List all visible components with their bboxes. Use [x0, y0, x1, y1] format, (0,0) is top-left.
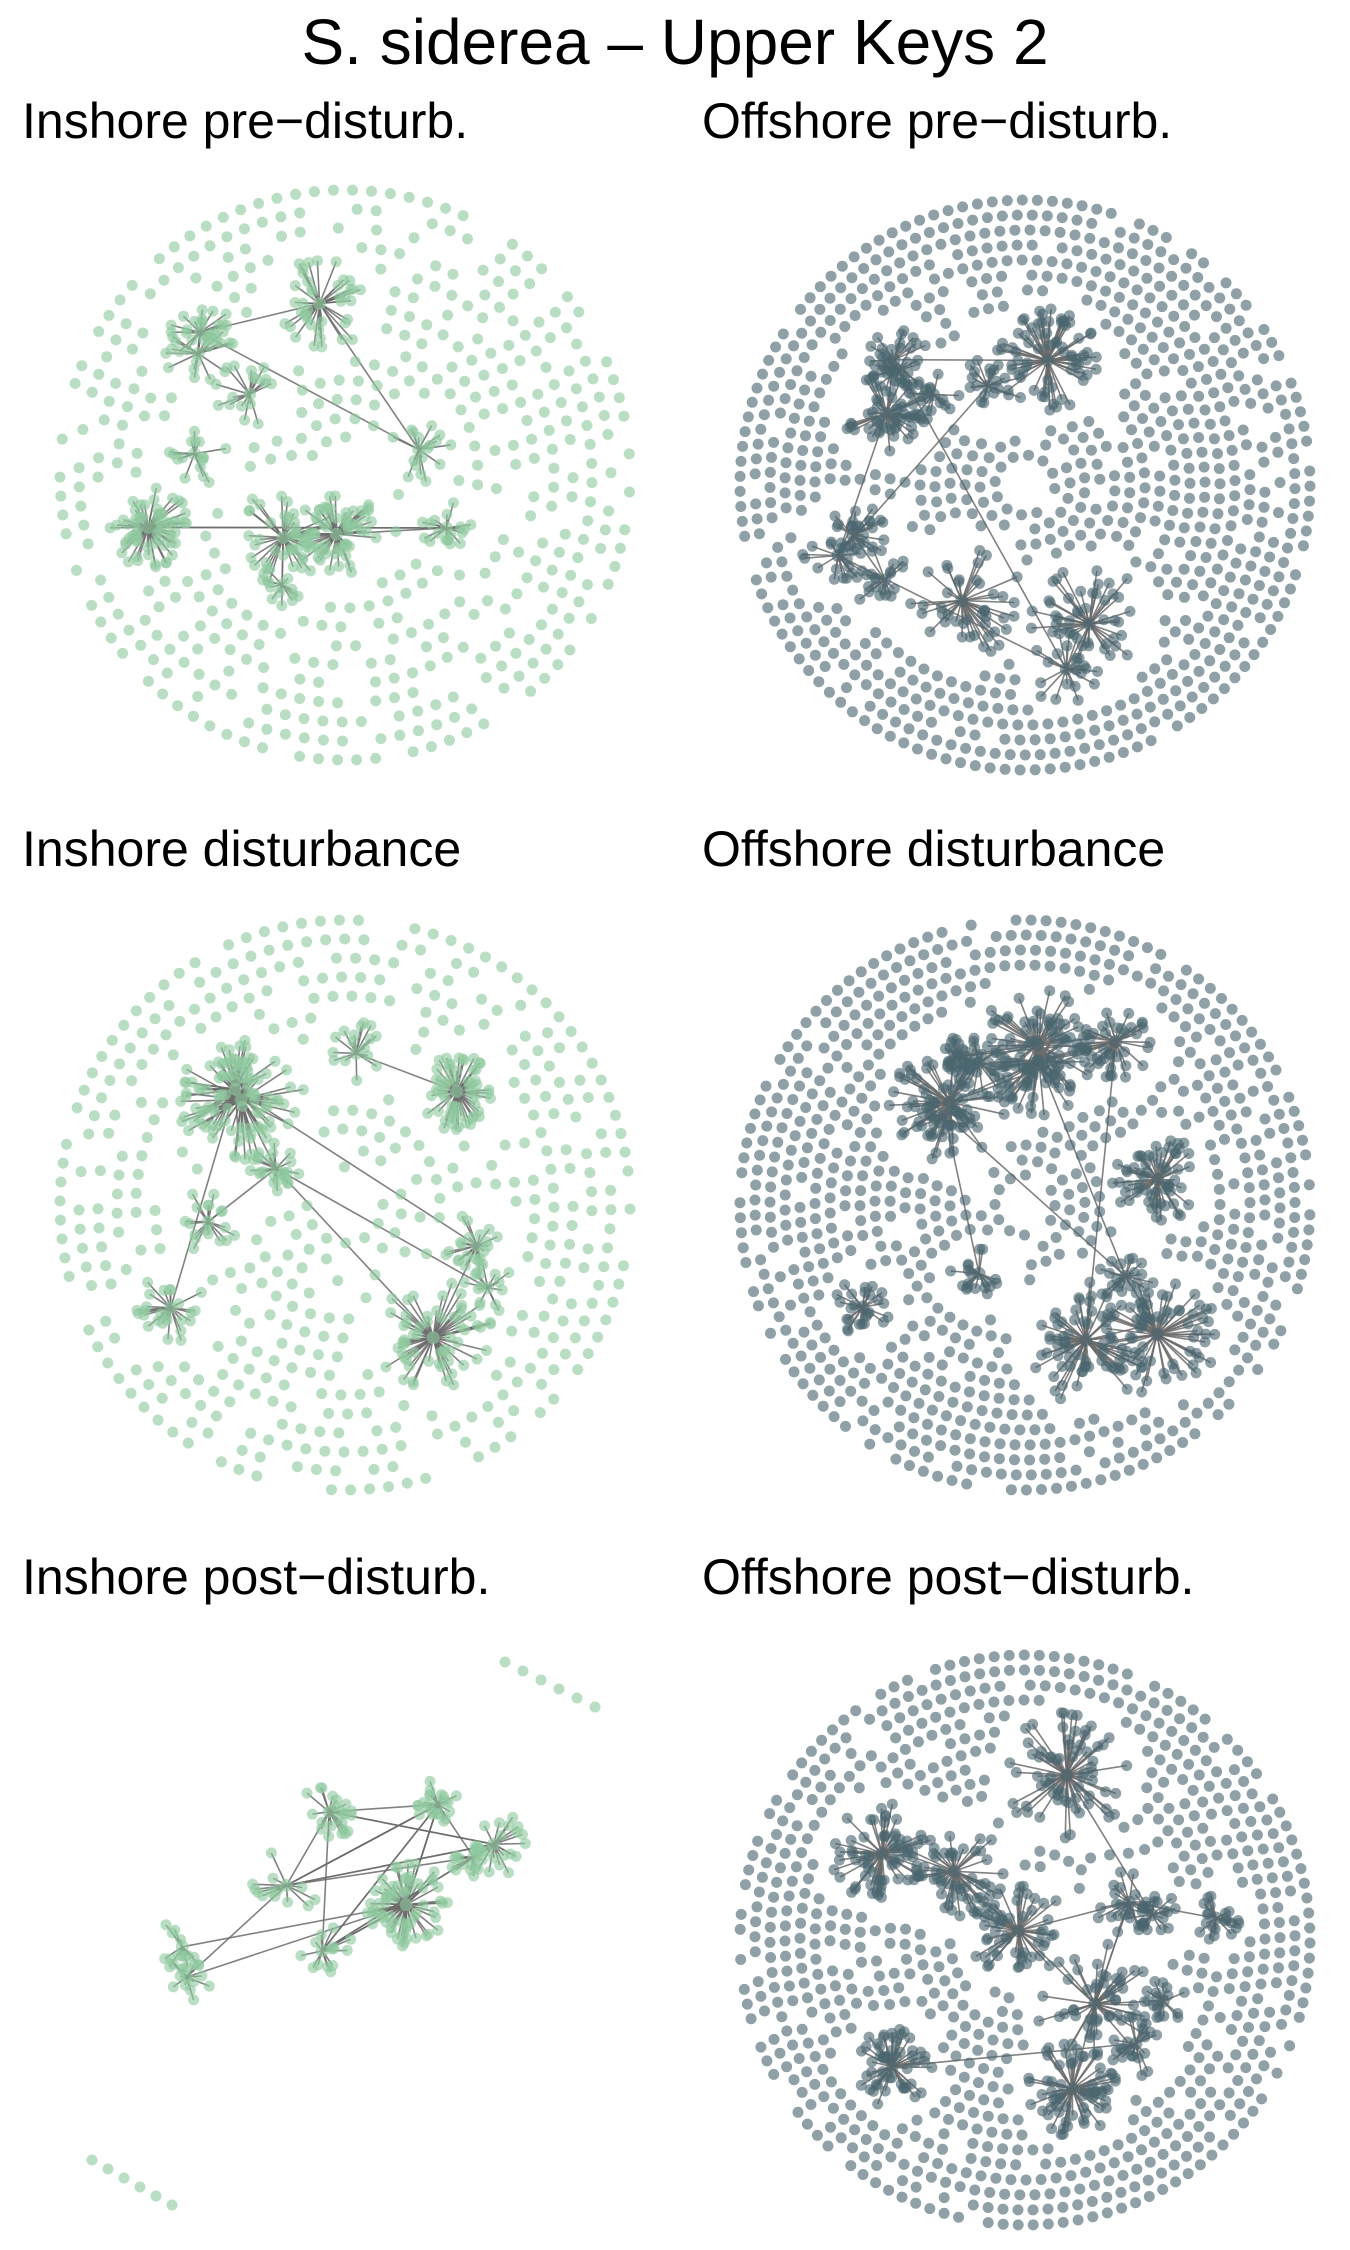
network-offshore-pre [734, 194, 1316, 776]
nodes-offshore-dist [734, 914, 1316, 1496]
network-offshore-dist [734, 914, 1316, 1496]
figure-title: S. siderea – Upper Keys 2 [301, 6, 1049, 78]
network-offshore-post [734, 1649, 1316, 2231]
panel-title-offshore-post: Offshore post−disturb. [702, 1549, 1195, 1605]
nodes-inshore-dist [54, 914, 636, 1496]
nodes-inshore-post [86, 1656, 601, 2211]
network-inshore-dist [54, 914, 636, 1496]
network-inshore-post [86, 1656, 601, 2211]
panel-title-inshore-post: Inshore post−disturb. [22, 1549, 491, 1605]
panel-title-offshore-dist: Offshore disturbance [702, 821, 1166, 877]
nodes-offshore-post [734, 1649, 1316, 2231]
nodes-inshore-pre [54, 184, 635, 766]
panel-title-inshore-pre: Inshore pre−disturb. [22, 93, 469, 149]
panel-title-offshore-pre: Offshore pre−disturb. [702, 93, 1173, 149]
nodes-offshore-pre [734, 194, 1316, 776]
panel-title-inshore-dist: Inshore disturbance [22, 821, 462, 877]
network-inshore-pre [54, 184, 635, 766]
